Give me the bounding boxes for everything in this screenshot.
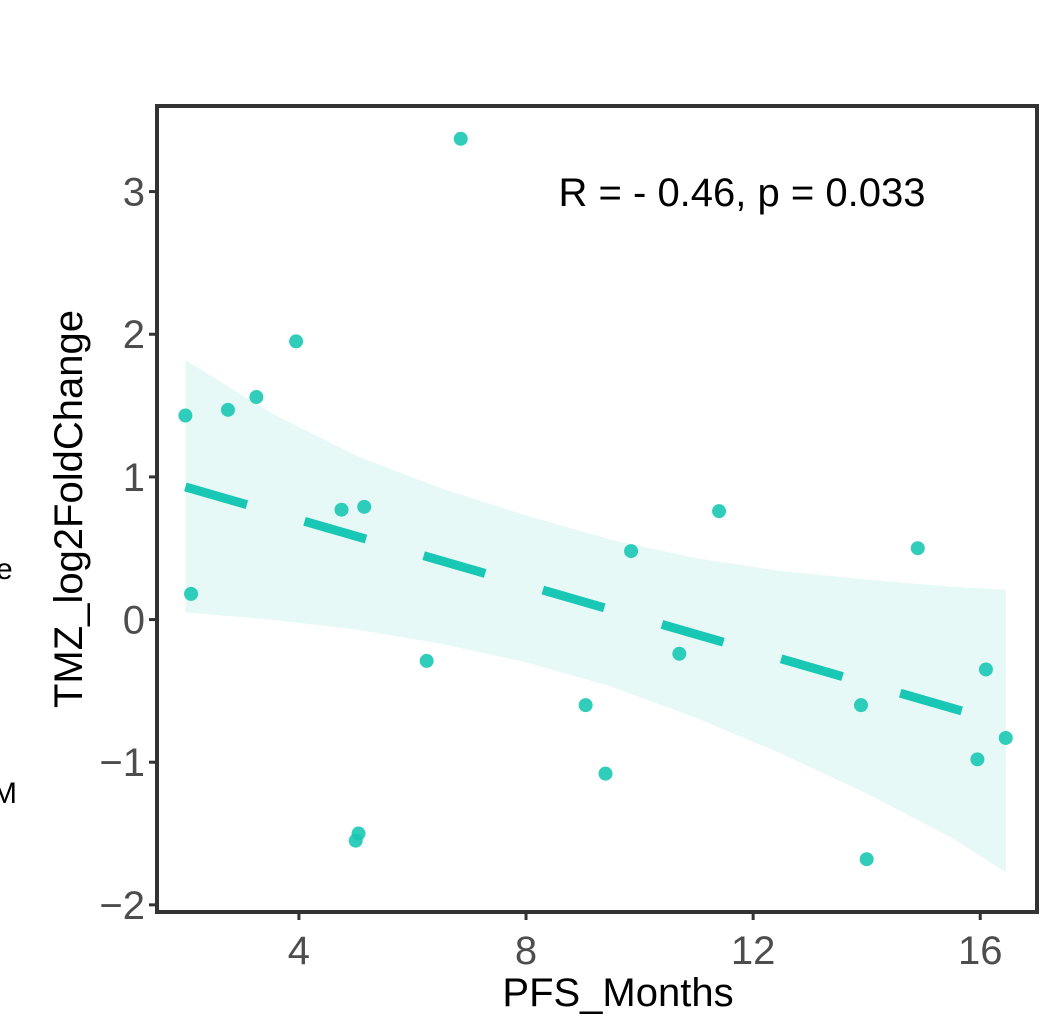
data-point [220, 402, 235, 417]
y-tick-label: 2 [123, 313, 145, 357]
y-tick-label: −2 [99, 884, 145, 928]
data-point [624, 544, 639, 559]
x-tick-label: 12 [731, 929, 776, 973]
y-tick-label: 0 [123, 599, 145, 643]
data-point [859, 852, 874, 867]
confidence-band [185, 359, 1006, 873]
data-point [351, 826, 366, 841]
data-point [970, 752, 985, 767]
data-point [249, 390, 264, 405]
data-point [854, 698, 868, 713]
y-tick-label: −1 [99, 741, 145, 785]
data-point [712, 504, 727, 519]
edge-fragment-e: e [0, 553, 13, 586]
x-axis-title: PFS_Months [502, 971, 733, 1015]
data-point [334, 502, 349, 517]
edge-fragment-m: M [0, 777, 17, 810]
fit-line-layer [184, 482, 1008, 729]
data-point [910, 541, 925, 556]
data-point [978, 662, 993, 677]
x-tick-label: 8 [515, 929, 537, 973]
data-point [598, 766, 613, 781]
regression-line [184, 482, 1008, 729]
x-tick-label: 4 [288, 929, 310, 973]
data-point [289, 334, 304, 349]
confidence-band-layer [185, 359, 1006, 873]
y-axis-title: TMZ_log2FoldChange [47, 310, 91, 708]
points-layer [178, 131, 1013, 867]
data-point [184, 586, 199, 601]
data-point [453, 131, 468, 146]
y-tick-label: 3 [123, 171, 145, 215]
data-point [578, 698, 593, 713]
x-tick-label: 16 [958, 929, 1003, 973]
y-tick-label: 1 [123, 456, 145, 500]
data-point [998, 730, 1013, 745]
annotation-text: R = - 0.46, p = 0.033 [559, 171, 926, 215]
plot-panel-border [155, 104, 1039, 914]
data-point [357, 499, 372, 514]
data-point [419, 653, 434, 668]
data-point [178, 408, 193, 423]
data-point [672, 646, 687, 661]
